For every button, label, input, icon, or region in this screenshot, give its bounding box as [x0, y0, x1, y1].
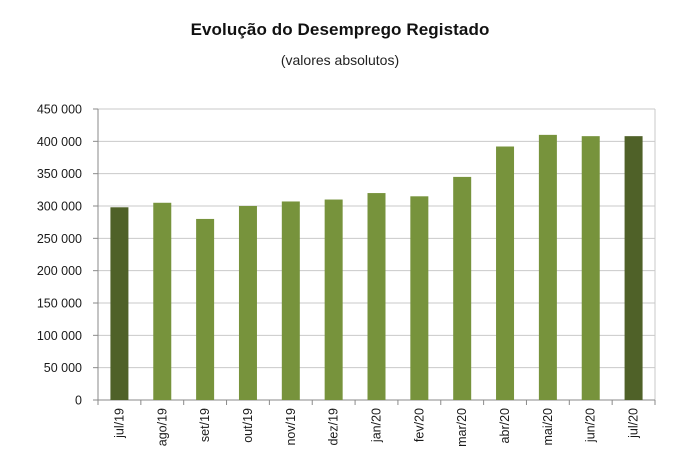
x-tick-label: jan/20 — [370, 408, 384, 443]
y-tick-label: 450 000 — [37, 103, 82, 117]
bar-nov-19 — [281, 201, 300, 400]
x-tick-label: nov/19 — [284, 408, 298, 446]
bar-mai-20 — [538, 134, 557, 400]
chart-subtitle: (valores absolutos) — [280, 52, 400, 68]
x-tick-label: jul/20 — [627, 408, 641, 439]
x-tick-label: abr/20 — [498, 408, 512, 443]
x-tick-label: set/19 — [198, 408, 212, 442]
x-tick-label: fev/20 — [412, 408, 426, 442]
y-tick-label: 50 000 — [44, 361, 82, 375]
chart-title: Evolução do Desemprego Registado — [190, 20, 490, 39]
y-tick-label: 200 000 — [37, 264, 82, 278]
y-tick-label: 400 000 — [37, 135, 82, 149]
x-tick-label: jul/19 — [112, 408, 126, 439]
bar-abr-20 — [496, 146, 515, 400]
y-tick-label: 150 000 — [37, 297, 82, 311]
bar-set-19 — [196, 218, 215, 400]
bar-ago-19 — [153, 202, 172, 400]
x-tick-label: mai/20 — [541, 408, 555, 446]
y-tick-label: 100 000 — [37, 329, 82, 343]
y-tick-label: 0 — [75, 394, 82, 408]
y-tick-label: 300 000 — [37, 200, 82, 214]
bar-mar-20 — [453, 176, 472, 400]
bar-jul-19 — [110, 207, 129, 400]
x-tick-label: dez/19 — [327, 408, 341, 446]
bar-jun-20 — [581, 136, 600, 400]
bar-dez-19 — [324, 199, 343, 400]
y-tick-label: 250 000 — [37, 232, 82, 246]
bar-fev-20 — [410, 196, 429, 400]
x-tick-label: ago/19 — [155, 408, 169, 446]
y-tick-label: 350 000 — [37, 167, 82, 181]
bar-out-19 — [238, 206, 257, 400]
x-tick-label: jun/20 — [584, 408, 598, 443]
x-tick-label: mar/20 — [455, 408, 469, 447]
x-tick-label: out/19 — [241, 408, 255, 443]
bar-jul-20 — [624, 136, 643, 400]
bar-jan-20 — [367, 193, 386, 400]
